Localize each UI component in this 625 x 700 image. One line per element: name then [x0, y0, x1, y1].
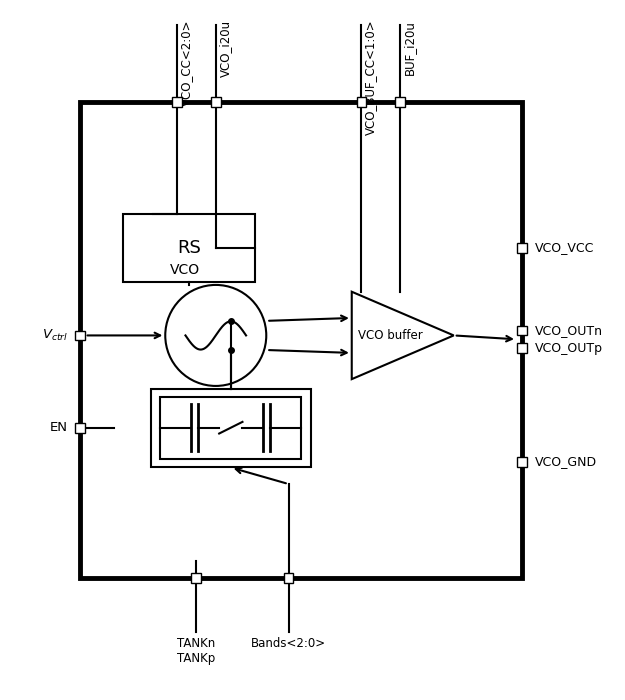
Bar — [211, 97, 221, 107]
Text: VCO_CC<2:0>: VCO_CC<2:0> — [180, 20, 193, 106]
Bar — [124, 214, 254, 282]
Text: VCO_OUTn: VCO_OUTn — [536, 324, 603, 337]
Text: VCO_OUTp: VCO_OUTp — [536, 342, 603, 355]
Text: VCO_BUF_CC<1:0>: VCO_BUF_CC<1:0> — [364, 20, 378, 135]
Text: RS: RS — [177, 239, 201, 257]
Bar — [357, 97, 366, 107]
Circle shape — [165, 285, 266, 386]
Bar — [517, 243, 527, 253]
Text: VCO_VCC: VCO_VCC — [536, 241, 595, 255]
Bar — [151, 389, 311, 467]
Bar — [80, 102, 522, 578]
Text: VCO_i20u: VCO_i20u — [219, 20, 232, 77]
Text: VCO buffer: VCO buffer — [358, 329, 423, 342]
Text: $V_{ctrl}$: $V_{ctrl}$ — [42, 328, 68, 343]
Bar — [284, 573, 294, 583]
Bar — [396, 97, 405, 107]
Text: VCO: VCO — [170, 263, 200, 277]
Text: Bands<2:0>: Bands<2:0> — [251, 636, 326, 650]
Bar — [161, 397, 301, 458]
Text: BUF_i20u: BUF_i20u — [403, 20, 416, 75]
Bar — [517, 343, 527, 353]
Bar — [517, 457, 527, 467]
Polygon shape — [352, 292, 454, 379]
Bar — [75, 330, 84, 340]
Bar — [172, 97, 182, 107]
Bar — [191, 573, 201, 583]
Text: VCO_GND: VCO_GND — [536, 455, 598, 468]
Bar — [517, 326, 527, 335]
Text: TANKn
TANKp: TANKn TANKp — [177, 636, 216, 664]
Text: EN: EN — [50, 421, 68, 434]
Bar — [75, 423, 84, 433]
